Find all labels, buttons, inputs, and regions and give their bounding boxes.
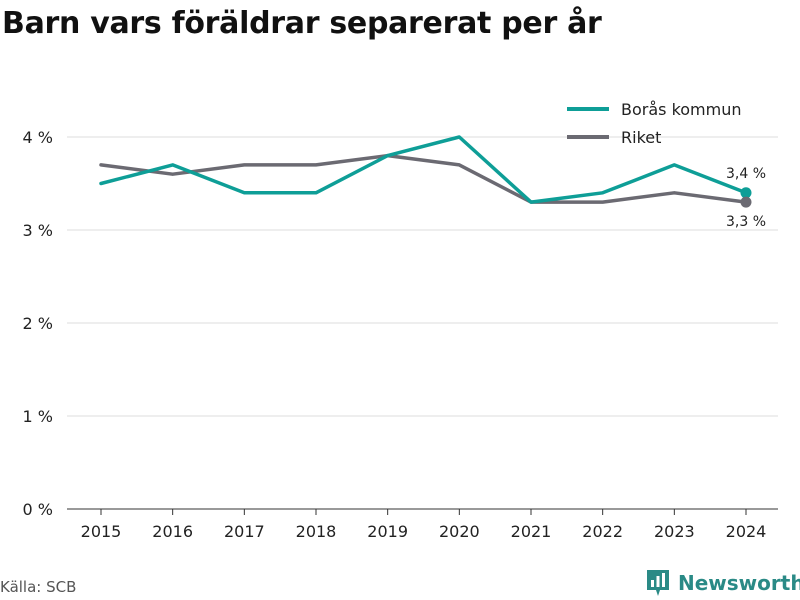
series-line-riket xyxy=(99,153,748,204)
x-tick-label: 2024 xyxy=(726,522,767,541)
brand-logo: Newsworthy xyxy=(645,568,800,598)
series-lines xyxy=(99,135,748,204)
grid-lines xyxy=(67,136,778,510)
x-tick-label: 2017 xyxy=(224,522,265,541)
x-tick-label: 2015 xyxy=(81,522,122,541)
legend-label: Borås kommun xyxy=(621,100,742,119)
y-axis-ticks: 0 % 1 % 2 % 3 % 4 % xyxy=(23,128,53,519)
x-tick-label: 2018 xyxy=(296,522,337,541)
x-tick-label: 2022 xyxy=(582,522,623,541)
x-tick-label: 2021 xyxy=(511,522,552,541)
brand-name: Newsworthy xyxy=(678,571,800,595)
y-tick-label: 2 % xyxy=(23,314,53,333)
y-tick-label: 3 % xyxy=(23,221,53,240)
source-note: Källa: SCB xyxy=(0,578,77,596)
end-value-label: 3,3 % xyxy=(726,214,766,230)
end-point-marker xyxy=(740,196,752,208)
y-tick-label: 1 % xyxy=(23,407,53,426)
x-tick-label: 2020 xyxy=(439,522,480,541)
series-end-markers: 3,4 % 3,3 % xyxy=(726,166,766,230)
legend: Borås kommun Riket xyxy=(567,100,742,147)
end-point-marker xyxy=(740,187,752,199)
series-line-borås-kommun xyxy=(99,135,748,204)
bar-chart-logo-icon xyxy=(647,570,669,596)
x-tick-label: 2023 xyxy=(654,522,695,541)
end-value-label: 3,4 % xyxy=(726,166,766,182)
legend-label: Riket xyxy=(621,128,661,147)
x-tick-label: 2016 xyxy=(152,522,193,541)
y-tick-label: 0 % xyxy=(23,500,53,519)
chart-title: Barn vars föräldrar separerat per år xyxy=(2,6,602,41)
x-axis-ticks: 2015 2016 2017 2018 2019 2020 2021 2022 2023 2024 xyxy=(81,509,767,541)
x-tick-label: 2019 xyxy=(367,522,408,541)
y-tick-label: 4 % xyxy=(23,128,53,147)
